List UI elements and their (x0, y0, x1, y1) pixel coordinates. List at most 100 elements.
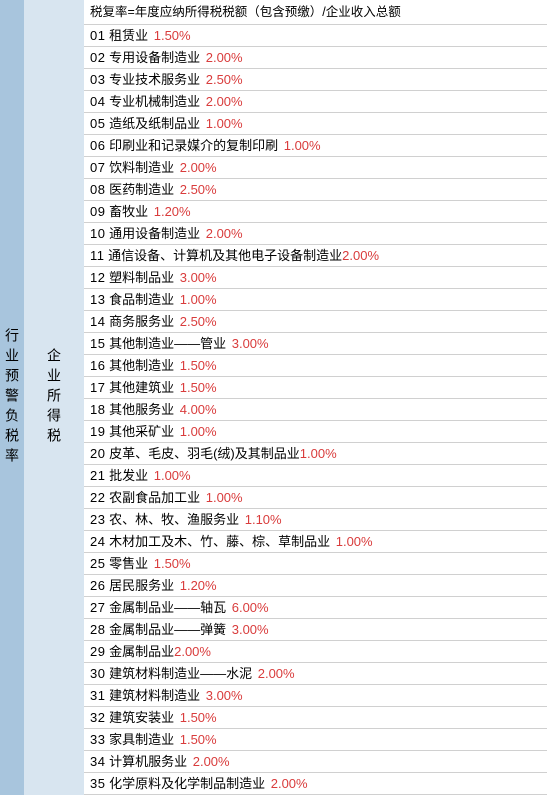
row-industry-name: 建筑安装业 (109, 710, 174, 725)
table-row: 13 食品制造业 1.00% (84, 289, 547, 311)
table-row: 25 零售业 1.50% (84, 553, 547, 575)
table-row: 21 批发业 1.00% (84, 465, 547, 487)
row-number: 27 (90, 600, 105, 615)
table-row: 09 畜牧业 1.20% (84, 201, 547, 223)
category-column: 行业预警负税率 (0, 0, 24, 795)
row-industry-name: 专用设备制造业 (109, 50, 200, 65)
row-industry-name: 皮革、毛皮、羽毛(绒)及其制品业 (109, 446, 300, 461)
table-row: 03 专业技术服务业 2.50% (84, 69, 547, 91)
row-percentage: 1.50% (154, 556, 191, 571)
row-percentage: 3.00% (232, 622, 269, 637)
tax-rate-table: 行业预警负税率 企业所得税 税复率=年度应纳所得税税额（包含预缴）/企业收入总额… (0, 0, 547, 795)
table-row: 08 医药制造业 2.50% (84, 179, 547, 201)
table-row: 33 家具制造业 1.50% (84, 729, 547, 751)
row-industry-name: 建筑材料制造业——水泥 (109, 666, 252, 681)
row-percentage: 3.00% (180, 270, 217, 285)
row-percentage: 1.00% (206, 116, 243, 131)
table-row: 05 造纸及纸制品业 1.00% (84, 113, 547, 135)
table-row: 30 建筑材料制造业——水泥 2.00% (84, 663, 547, 685)
row-industry-name: 塑料制品业 (109, 270, 174, 285)
row-percentage: 2.50% (180, 182, 217, 197)
tax-type-column: 企业所得税 (24, 0, 84, 795)
table-row: 24 木材加工及木、竹、藤、棕、草制品业 1.00% (84, 531, 547, 553)
table-row: 15 其他制造业——管业 3.00% (84, 333, 547, 355)
row-number: 08 (90, 182, 105, 197)
row-percentage: 1.00% (180, 424, 217, 439)
row-percentage: 2.00% (193, 754, 230, 769)
row-percentage: 1.10% (245, 512, 282, 527)
row-industry-name: 金属制品业 (109, 644, 174, 659)
row-percentage: 3.00% (206, 688, 243, 703)
row-industry-name: 专业机械制造业 (109, 94, 200, 109)
table-row: 31 建筑材料制造业 3.00% (84, 685, 547, 707)
row-industry-name: 饮料制造业 (109, 160, 174, 175)
table-row: 19 其他采矿业 1.00% (84, 421, 547, 443)
row-industry-name: 建筑材料制造业 (109, 688, 200, 703)
row-percentage: 1.00% (206, 490, 243, 505)
row-number: 26 (90, 578, 105, 593)
row-percentage: 1.00% (180, 292, 217, 307)
row-number: 11 (90, 248, 105, 263)
row-number: 28 (90, 622, 105, 637)
row-industry-name: 畜牧业 (109, 204, 148, 219)
table-row: 12 塑料制品业 3.00% (84, 267, 547, 289)
row-percentage: 1.50% (180, 710, 217, 725)
row-percentage: 4.00% (180, 402, 217, 417)
row-number: 29 (90, 644, 105, 659)
table-row: 11 通信设备、计算机及其他电子设备制造业2.00% (84, 245, 547, 267)
table-row: 20 皮革、毛皮、羽毛(绒)及其制品业1.00% (84, 443, 547, 465)
rows-column: 税复率=年度应纳所得税税额（包含预缴）/企业收入总额 01 租赁业 1.50%0… (84, 0, 547, 795)
row-industry-name: 农、林、牧、渔服务业 (109, 512, 239, 527)
row-percentage: 1.00% (154, 468, 191, 483)
table-row: 23 农、林、牧、渔服务业 1.10% (84, 509, 547, 531)
row-percentage: 1.50% (180, 732, 217, 747)
table-row: 34 计算机服务业 2.00% (84, 751, 547, 773)
row-percentage: 1.20% (154, 204, 191, 219)
row-industry-name: 化学原料及化学制品制造业 (109, 776, 265, 791)
row-number: 06 (90, 138, 105, 153)
row-industry-name: 专业技术服务业 (109, 72, 200, 87)
row-industry-name: 租赁业 (109, 28, 148, 43)
row-industry-name: 通信设备、计算机及其他电子设备制造业 (108, 248, 342, 263)
row-number: 22 (90, 490, 105, 505)
row-industry-name: 其他制造业 (109, 358, 174, 373)
row-industry-name: 农副食品加工业 (109, 490, 200, 505)
row-industry-name: 金属制品业——弹簧 (109, 622, 226, 637)
row-industry-name: 批发业 (109, 468, 148, 483)
row-industry-name: 家具制造业 (109, 732, 174, 747)
row-percentage: 1.50% (154, 28, 191, 43)
row-number: 35 (90, 776, 105, 791)
row-industry-name: 零售业 (109, 556, 148, 571)
row-industry-name: 其他制造业——管业 (109, 336, 226, 351)
row-number: 25 (90, 556, 105, 571)
row-industry-name: 金属制品业——轴瓦 (109, 600, 226, 615)
row-percentage: 1.50% (180, 358, 217, 373)
table-row: 18 其他服务业 4.00% (84, 399, 547, 421)
row-percentage: 2.00% (180, 160, 217, 175)
row-number: 14 (90, 314, 105, 329)
row-number: 21 (90, 468, 105, 483)
row-number: 05 (90, 116, 105, 131)
row-industry-name: 木材加工及木、竹、藤、棕、草制品业 (109, 534, 330, 549)
row-industry-name: 商务服务业 (109, 314, 174, 329)
row-industry-name: 其他采矿业 (109, 424, 174, 439)
row-percentage: 1.00% (284, 138, 321, 153)
row-industry-name: 其他服务业 (109, 402, 174, 417)
table-row: 14 商务服务业 2.50% (84, 311, 547, 333)
row-number: 32 (90, 710, 105, 725)
table-row: 26 居民服务业 1.20% (84, 575, 547, 597)
row-percentage: 1.00% (336, 534, 373, 549)
row-number: 03 (90, 72, 105, 87)
row-number: 02 (90, 50, 105, 65)
formula-header: 税复率=年度应纳所得税税额（包含预缴）/企业收入总额 (84, 0, 547, 25)
table-row: 01 租赁业 1.50% (84, 25, 547, 47)
row-percentage: 2.00% (206, 94, 243, 109)
row-number: 16 (90, 358, 105, 373)
table-row: 07 饮料制造业 2.00% (84, 157, 547, 179)
row-percentage: 2.00% (258, 666, 295, 681)
row-number: 01 (90, 28, 105, 43)
row-industry-name: 通用设备制造业 (109, 226, 200, 241)
row-percentage: 2.00% (342, 248, 379, 263)
row-industry-name: 医药制造业 (109, 182, 174, 197)
row-number: 15 (90, 336, 105, 351)
